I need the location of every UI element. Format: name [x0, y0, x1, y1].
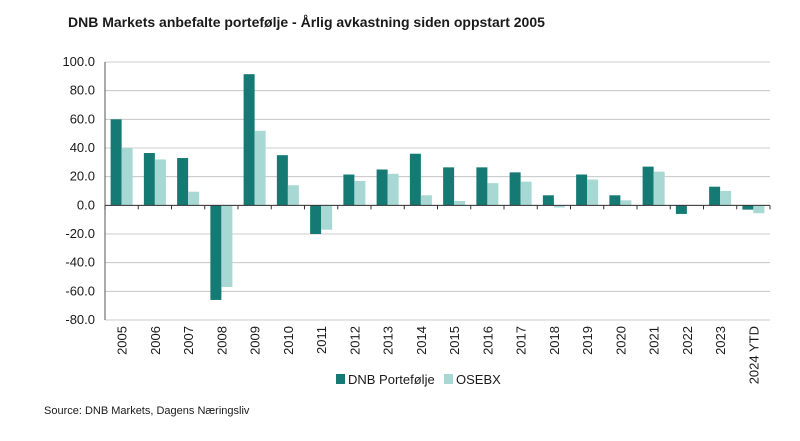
- x-tick-label: 2007: [181, 326, 196, 355]
- x-tick-label: 2022: [680, 326, 695, 355]
- bar-dnb-2019: [576, 174, 588, 206]
- y-tick-label: -40.0: [65, 255, 95, 270]
- y-tick-label: 100.0: [62, 54, 95, 69]
- bar-osebx-2009: [254, 130, 266, 206]
- x-tick-label: 2005: [115, 326, 130, 355]
- bar-dnb-2012: [343, 174, 355, 206]
- bar-dnb-2014: [409, 153, 421, 206]
- y-tick-label: -80.0: [65, 312, 95, 327]
- bar-osebx-2005: [121, 148, 133, 206]
- bar-osebx-2024-ytd: [753, 205, 765, 214]
- x-tick-label: 2015: [447, 326, 462, 355]
- x-tick-label: 2023: [713, 326, 728, 355]
- x-tick-label: 2009: [248, 326, 263, 355]
- bars: [110, 74, 765, 300]
- bar-osebx-2014: [420, 195, 432, 206]
- bar-dnb-2011: [310, 205, 322, 234]
- x-tick-label: 2019: [580, 326, 595, 355]
- x-tick-label: 2012: [347, 326, 362, 355]
- x-tick-label: 2010: [281, 326, 296, 355]
- bar-osebx-2007: [188, 191, 200, 206]
- bar-osebx-2019: [587, 179, 599, 206]
- y-tick-label: -20.0: [65, 226, 95, 241]
- legend-label: OSEBX: [456, 372, 501, 387]
- bar-dnb-2022: [675, 205, 687, 214]
- x-tick-label: 2014: [414, 326, 429, 355]
- x-tick-label: 2006: [148, 326, 163, 355]
- y-axis: 100.0 80.0 60.0 40.0 20.0 0.0 -20.0 -40.0 -60.0 -…: [62, 54, 106, 327]
- bar-osebx-2020: [620, 200, 632, 206]
- bar-osebx-2008: [221, 205, 233, 288]
- x-tick-label: 2017: [514, 326, 529, 355]
- bar-dnb-2020: [609, 195, 621, 206]
- bar-osebx-2010: [287, 185, 299, 206]
- x-tick-label: 2018: [547, 326, 562, 355]
- x-tick-label: 2008: [214, 326, 229, 355]
- bar-dnb-2008: [210, 205, 222, 300]
- bar-dnb-2021: [642, 166, 654, 206]
- x-tick-label: 2011: [314, 326, 329, 354]
- bar-osebx-2006: [154, 159, 166, 206]
- bar-dnb-2007: [177, 158, 189, 206]
- y-tick-label: 0.0: [77, 197, 95, 212]
- bar-osebx-2021: [653, 171, 665, 206]
- bar-osebx-2023: [720, 191, 732, 206]
- x-tick-label: 2020: [613, 326, 628, 355]
- bar-dnb-2009: [243, 74, 255, 206]
- x-tick-label: 2013: [381, 326, 396, 355]
- bar-osebx-2015: [454, 201, 466, 206]
- legend-swatch-dnb: [336, 374, 345, 384]
- y-tick-label: 20.0: [70, 169, 95, 184]
- bar-osebx-2013: [387, 173, 399, 206]
- bar-osebx-2016: [487, 183, 499, 206]
- y-tick-label: 60.0: [70, 111, 95, 126]
- bar-osebx-2018: [553, 205, 565, 208]
- x-tick-label: 2016: [480, 326, 495, 355]
- bar-dnb-2018: [542, 195, 554, 206]
- y-tick-label: 40.0: [70, 140, 95, 155]
- source-note: Source: DNB Markets, Dagens Næringsliv: [44, 405, 250, 417]
- bar-dnb-2017: [509, 172, 521, 206]
- chart-title: DNB Markets anbefalte portefølje - Årlig…: [68, 14, 545, 30]
- bar-dnb-2006: [143, 153, 155, 206]
- bar-dnb-2005: [110, 119, 122, 206]
- legend: DNB Portefølje OSEBX: [336, 372, 501, 387]
- x-tick-label: 2024 YTD: [746, 326, 761, 384]
- bar-dnb-2015: [443, 167, 455, 206]
- x-axis: 2005 2006 2007 2008 2009 2010 2011 2012 2013 2014…: [104, 204, 771, 384]
- bar-osebx-2012: [354, 180, 366, 206]
- bar-dnb-2023: [709, 186, 721, 206]
- bar-dnb-2013: [376, 169, 388, 206]
- bar-dnb-2010: [276, 155, 288, 206]
- bar-osebx-2017: [520, 181, 532, 206]
- x-tick-label: 2021: [647, 326, 662, 355]
- bar-osebx-2011: [321, 205, 333, 230]
- y-tick-label: 80.0: [70, 83, 95, 98]
- bar-dnb-2024-ytd: [742, 205, 754, 210]
- legend-swatch-osebx: [444, 374, 453, 384]
- legend-label: DNB Portefølje: [348, 372, 435, 387]
- y-tick-label: -60.0: [65, 283, 95, 298]
- bar-dnb-2016: [476, 167, 488, 206]
- gridlines: [105, 61, 770, 321]
